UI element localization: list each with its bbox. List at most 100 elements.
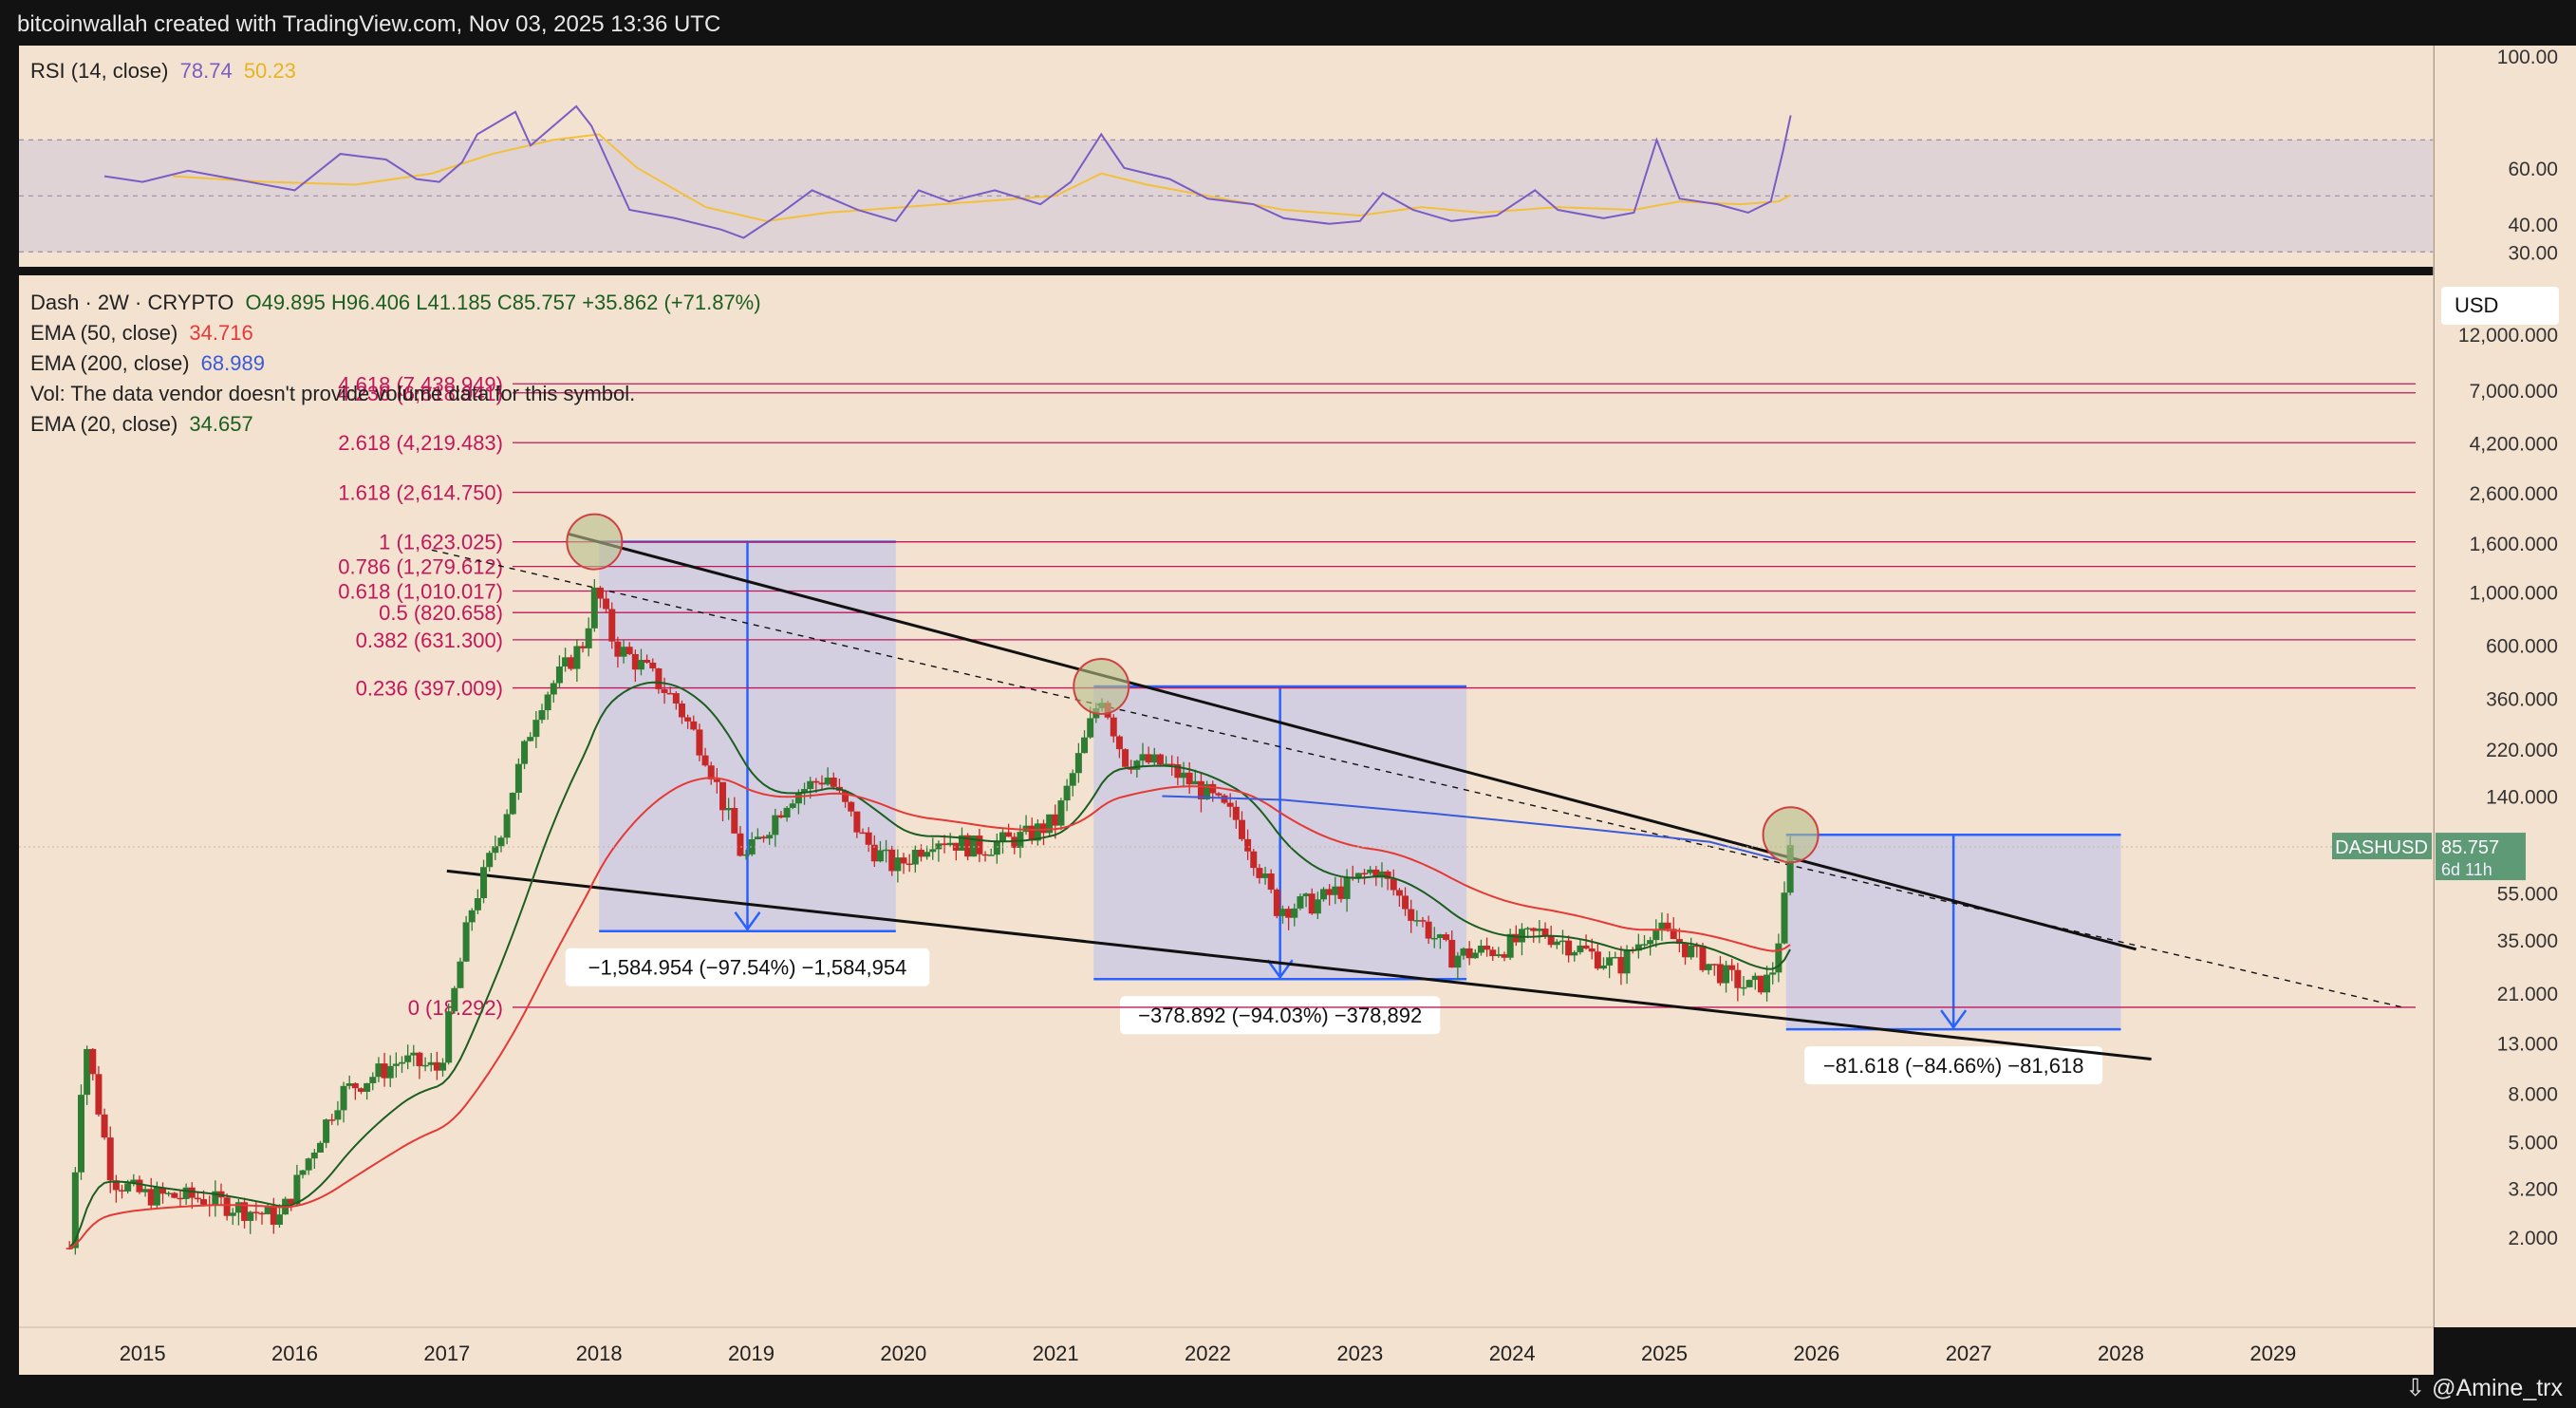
- candle-body: [1781, 892, 1788, 944]
- candle-body: [999, 832, 1006, 842]
- candle-body: [299, 1170, 307, 1175]
- candle-body: [1145, 754, 1152, 763]
- ema50-label: EMA (50, close): [30, 321, 178, 345]
- swing-high-marker: [566, 513, 624, 571]
- candle-body: [264, 1206, 271, 1214]
- x-tick-label: 2022: [1185, 1342, 1231, 1365]
- candle-body: [212, 1191, 219, 1206]
- candle-body: [812, 780, 820, 783]
- y-tick-label: 12,000.000: [2458, 325, 2558, 347]
- ema200-value: 68.989: [200, 351, 265, 375]
- fib-label: 0.618 (1,010.017): [338, 580, 503, 604]
- candle-body: [1786, 845, 1794, 893]
- candle-body: [544, 694, 551, 711]
- candle-body: [1256, 868, 1263, 878]
- candle-body: [905, 863, 913, 866]
- candle-body: [234, 1202, 242, 1213]
- candle-body: [194, 1197, 201, 1200]
- candle-body: [748, 838, 756, 854]
- candle-body: [649, 662, 657, 669]
- fib-label: 0.236 (397.009): [356, 677, 503, 701]
- rsi-tick-label: 100.00: [2497, 47, 2558, 68]
- x-tick-label: 2020: [880, 1342, 926, 1365]
- rsi-ma-line: [173, 133, 1792, 222]
- candle-body: [1261, 873, 1269, 878]
- candle-body: [1419, 920, 1427, 922]
- candle-body: [1297, 896, 1304, 909]
- candle-body: [1326, 889, 1334, 895]
- candle-body: [1658, 922, 1666, 929]
- candle-body: [364, 1082, 371, 1092]
- candle-body: [247, 1211, 254, 1221]
- candle-body: [1052, 814, 1059, 826]
- candle-body: [386, 1065, 394, 1079]
- candle-body: [252, 1211, 260, 1213]
- candle-body: [288, 1198, 295, 1205]
- x-tick-label: 2019: [728, 1342, 775, 1365]
- candle-body: [801, 789, 809, 794]
- candle-body: [503, 814, 511, 838]
- y-tick-label: 600.000: [2486, 635, 2558, 657]
- rsi-tick-label: 60.00: [2508, 159, 2558, 180]
- candle-body: [1069, 773, 1076, 786]
- candle-body: [900, 857, 907, 864]
- candle-body: [1705, 964, 1712, 970]
- candle-body: [1011, 836, 1018, 849]
- candle-body: [1308, 893, 1316, 914]
- candle-body: [457, 961, 464, 988]
- candle-body: [1267, 873, 1275, 890]
- currency-button[interactable]: USD: [2441, 287, 2559, 325]
- candle-body: [141, 1189, 149, 1192]
- watermark: ⇩ @Amine_trx: [2405, 1375, 2563, 1401]
- candle-body: [1484, 946, 1491, 950]
- candle-body: [876, 850, 884, 862]
- candle-body: [1314, 899, 1321, 914]
- y-tick-label: 360.000: [2486, 688, 2558, 710]
- candle-body: [870, 844, 878, 862]
- candle-body: [1110, 717, 1117, 737]
- candle-body: [754, 836, 761, 839]
- candle-body: [95, 1074, 103, 1115]
- candle-body: [1716, 964, 1724, 984]
- candle-body: [89, 1048, 97, 1075]
- ema20-legend: EMA (20, close) 34.657: [30, 412, 259, 437]
- y-tick-label: 13.000: [2497, 1033, 2558, 1055]
- candle-body: [568, 657, 575, 669]
- candle-body: [1226, 802, 1234, 807]
- candle-body: [1460, 948, 1467, 956]
- candle-body: [1191, 780, 1199, 785]
- candle-body: [1443, 934, 1450, 940]
- candle-body: [958, 835, 965, 851]
- dashed-trendline: [431, 549, 2403, 1008]
- candle-body: [1115, 736, 1123, 750]
- candle-body: [1688, 945, 1695, 958]
- candle-body: [1174, 764, 1182, 779]
- candle-body: [596, 587, 604, 599]
- candle-body: [1699, 945, 1707, 970]
- candle-body: [1623, 949, 1631, 974]
- candle-body: [1354, 873, 1362, 879]
- candle-body: [1197, 780, 1204, 799]
- candle-body: [894, 857, 902, 872]
- candle-body: [369, 1077, 377, 1083]
- candle-body: [1343, 876, 1351, 899]
- candle-body: [1489, 949, 1497, 957]
- ema20-line: [68, 681, 1791, 1249]
- x-tick-label: 2026: [1793, 1342, 1839, 1365]
- x-tick-label: 2024: [1489, 1342, 1536, 1365]
- candle-body: [399, 1061, 406, 1064]
- candle-body: [625, 647, 633, 654]
- candle-body: [323, 1119, 330, 1143]
- candle-body: [707, 765, 715, 779]
- candle-body: [492, 846, 499, 854]
- candle-body: [1390, 878, 1397, 891]
- candle-body: [462, 922, 470, 962]
- candle-body: [911, 850, 919, 865]
- candle-body: [742, 854, 750, 856]
- x-tick-label: 2016: [271, 1342, 318, 1365]
- ema50-line: [68, 777, 1791, 1249]
- measure-arrow-head: [734, 911, 761, 931]
- candle-body: [171, 1192, 178, 1198]
- candle-body: [789, 803, 796, 808]
